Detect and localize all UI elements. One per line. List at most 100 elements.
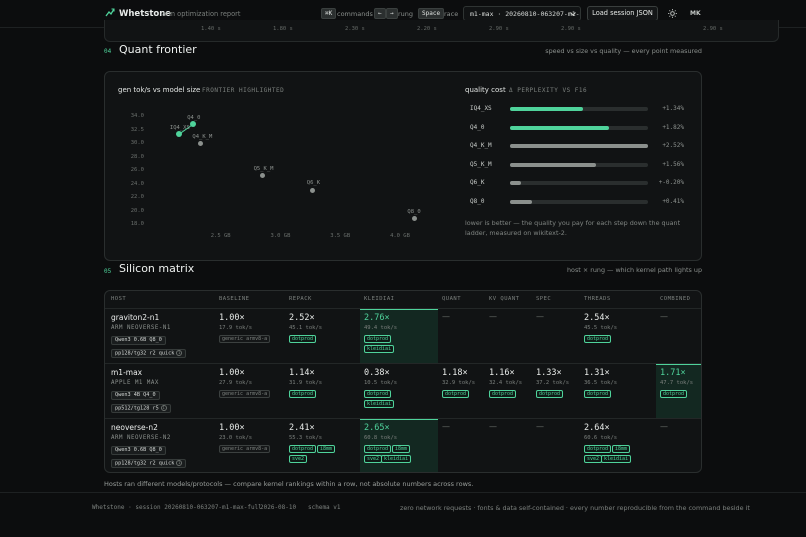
scatter-point[interactable]: [411, 216, 417, 222]
scatter-point[interactable]: [310, 187, 316, 193]
race-shortcut-key[interactable]: Space: [418, 8, 445, 19]
point-label: Q4_K_M: [192, 134, 213, 141]
protocol-pill[interactable]: pp128/tg32 r2 quick i: [111, 459, 187, 468]
quality-row-label: Q6_K: [470, 179, 485, 186]
session-select[interactable]: m1-max · 20260810-063207-m1-max-full: [463, 6, 581, 21]
column-header: THREADS: [584, 296, 611, 302]
quality-row-value: +1.82%: [662, 123, 684, 131]
mk-button[interactable]: MK: [690, 10, 701, 17]
host-name: m1-max: [111, 368, 143, 377]
speedup-value[interactable]: 1.33×: [536, 368, 562, 378]
throughput-value: 31.9 tok/s: [289, 380, 323, 386]
y-tick-label: 18.0: [130, 221, 144, 228]
rung-prev-key[interactable]: ←: [374, 8, 386, 19]
y-tick-label: 30.0: [130, 140, 144, 147]
column-header: KLEIDIAI: [364, 296, 395, 302]
quality-bar-track: [510, 181, 648, 185]
scatter-point[interactable]: [175, 131, 182, 138]
column-header: BASELINE: [219, 296, 250, 302]
feature-tag: kleidiai: [364, 400, 395, 408]
empty-cell-dash: —: [442, 312, 450, 321]
feature-tag: dotprod: [584, 335, 612, 343]
speedup-value[interactable]: 1.00×: [219, 423, 245, 433]
y-tick-label: 34.0: [130, 113, 144, 120]
model-pill: Qwen3 4B Q4_0: [111, 391, 160, 400]
scatter-point[interactable]: [197, 140, 203, 146]
prev-axis-tick: 2.90 s: [489, 26, 509, 32]
info-icon[interactable]: i: [176, 350, 183, 356]
footer-session: Whetstone · session 20260810-063207-m1-m…: [92, 504, 262, 511]
empty-cell-dash: —: [660, 422, 668, 431]
empty-cell-dash: —: [489, 312, 497, 321]
quality-row-label: Q8_0: [470, 197, 485, 205]
speedup-value[interactable]: 2.64×: [584, 423, 610, 433]
info-icon[interactable]: i: [160, 405, 167, 411]
footer-schema: schema v1: [308, 504, 341, 511]
feature-tag: kleidiai: [381, 455, 412, 463]
throughput-value: 47.7 tok/s: [660, 380, 694, 386]
column-header: KV QUANT: [489, 296, 520, 302]
speedup-value[interactable]: 1.71×: [660, 368, 686, 378]
speedup-value[interactable]: 1.14×: [289, 368, 315, 378]
feature-tag: dotprod: [364, 445, 392, 453]
load-session-button[interactable]: Load session JSON: [587, 6, 658, 21]
feature-tag: kleidiai: [601, 455, 632, 463]
protocol-pill[interactable]: pp512/tg128 r5 i: [111, 404, 171, 413]
speedup-value[interactable]: 1.00×: [219, 313, 245, 323]
quality-bar-fill: [510, 181, 522, 185]
point-label: Q5_K_M: [253, 165, 274, 172]
speedup-value[interactable]: 1.16×: [489, 368, 515, 378]
scatter-point[interactable]: [190, 121, 197, 128]
speedup-value[interactable]: 2.54×: [584, 313, 610, 323]
protocol-pill[interactable]: pp128/tg32 r2 quick i: [111, 349, 187, 358]
speedup-value[interactable]: 1.31×: [584, 368, 610, 378]
section-note: host × rung — which kernel path lights u…: [567, 266, 702, 274]
column-header: HOST: [111, 296, 127, 302]
matrix-footnote: Hosts ran different models/protocols — c…: [104, 480, 474, 488]
x-tick-label: 4.0 GB: [390, 233, 410, 239]
y-tick-label: 20.0: [130, 207, 144, 214]
quality-bar-fill: [510, 125, 610, 130]
feature-tag: dotprod: [584, 445, 612, 453]
feature-tag: dotprod: [442, 390, 470, 398]
model-pill: Qwen3 0.6B Q8_0: [111, 336, 166, 345]
info-icon[interactable]: i: [176, 460, 183, 466]
quality-bar-track: [510, 125, 648, 130]
commands-shortcut-key[interactable]: ⌘K: [321, 8, 337, 19]
rung-next-key[interactable]: →: [386, 8, 398, 19]
feature-tag: dotprod: [289, 445, 317, 453]
speedup-value[interactable]: 2.65×: [364, 423, 390, 433]
feature-tag: sve2: [364, 455, 383, 463]
feature-tag: generic armv8-a: [219, 335, 271, 343]
speedup-value[interactable]: 1.00×: [219, 368, 245, 378]
quality-row-value: +-0.20%: [658, 179, 684, 186]
host-arch: ARM NEOVERSE-N1: [111, 325, 171, 331]
prev-axis-tick: 1.80 s: [273, 26, 293, 32]
quality-row-label: Q4_0: [470, 123, 485, 131]
feature-tag: i8mm: [317, 445, 336, 453]
host-name: graviton2-n1: [111, 313, 160, 322]
feature-tag: dotprod: [364, 335, 392, 343]
y-tick-label: 32.5: [130, 126, 144, 133]
protocol-text: pp512/tg128 r5: [115, 405, 159, 412]
speedup-value[interactable]: 2.52×: [289, 313, 315, 323]
prev-axis-tick: 2.30 s: [345, 26, 365, 32]
speedup-value[interactable]: 1.18×: [442, 368, 468, 378]
section-note: speed vs size vs quality — every point m…: [545, 47, 702, 55]
throughput-value: 17.9 tok/s: [219, 325, 253, 331]
point-label: IQ4_XS: [169, 125, 190, 132]
feature-tag: dotprod: [584, 390, 612, 398]
whetstone-logo-icon: [105, 8, 115, 17]
session-select-value: m1-max · 20260810-063207-m1-max-full: [470, 10, 581, 18]
speedup-value[interactable]: 2.76×: [364, 313, 390, 323]
scatter-point[interactable]: [260, 173, 266, 179]
protocol-text: pp128/tg32 r2 quick: [115, 350, 175, 357]
race-shortcut-label: race: [444, 10, 459, 18]
theme-toggle-icon[interactable]: [668, 9, 677, 18]
row-divider: [105, 418, 701, 419]
throughput-value: 45.1 tok/s: [289, 325, 323, 331]
section-number: 05: [104, 268, 112, 275]
speedup-value[interactable]: 0.38×: [364, 368, 390, 378]
quality-bar-track: [510, 107, 648, 111]
speedup-value[interactable]: 2.41×: [289, 423, 315, 433]
